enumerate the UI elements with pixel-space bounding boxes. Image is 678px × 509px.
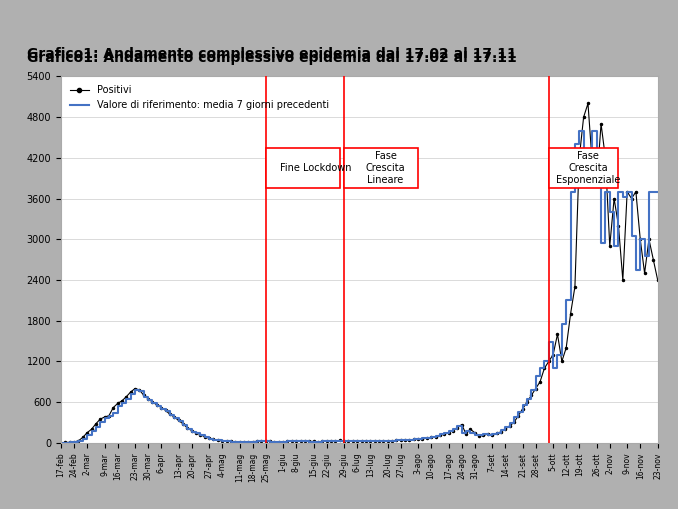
Valore di riferimento: media 7 giorni precedenti: (50, 17): media 7 giorni precedenti: (50, 17)	[275, 439, 283, 445]
Legend: Positivi, Valore di riferimento: media 7 giorni precedenti: Positivi, Valore di riferimento: media 7…	[66, 81, 333, 114]
Positivi	[645, 236, 653, 242]
Positivi	[275, 439, 283, 445]
Valore di riferimento: media 7 giorni precedenti: (135, 3.7e+03): media 7 giorni precedenti: (135, 3.7e+03…	[645, 189, 653, 195]
Text: Fine Lockdown: Fine Lockdown	[280, 163, 351, 173]
Positivi	[562, 345, 570, 351]
Positivi	[584, 100, 592, 106]
Text: Fase
Crescita
Lineare: Fase Crescita Lineare	[365, 151, 405, 185]
Positivi	[654, 277, 662, 283]
FancyBboxPatch shape	[266, 148, 340, 188]
Valore di riferimento: media 7 giorni precedenti: (137, 3.7e+03): media 7 giorni precedenti: (137, 3.7e+03…	[654, 189, 662, 195]
Valore di riferimento: media 7 giorni precedenti: (116, 2.1e+03): media 7 giorni precedenti: (116, 2.1e+03…	[562, 297, 570, 303]
Positivi	[397, 437, 405, 443]
Valore di riferimento: media 7 giorni precedenti: (119, 4.6e+03): media 7 giorni precedenti: (119, 4.6e+03…	[575, 128, 583, 134]
Positivi	[292, 438, 300, 444]
Valore di riferimento: media 7 giorni precedenti: (0, 2): media 7 giorni precedenti: (0, 2)	[57, 440, 65, 446]
FancyBboxPatch shape	[344, 148, 418, 188]
Line: Positivi: Positivi	[60, 102, 659, 444]
Valore di riferimento: media 7 giorni precedenti: (78, 38): media 7 giorni precedenti: (78, 38)	[397, 437, 405, 443]
Positivi	[57, 440, 65, 446]
Text: Fase
Crescita
Esponenziale: Fase Crescita Esponenziale	[556, 151, 620, 185]
Positivi	[483, 431, 492, 437]
Line: Valore di riferimento: media 7 giorni precedenti: Valore di riferimento: media 7 giorni pr…	[61, 131, 658, 443]
Valore di riferimento: media 7 giorni precedenti: (98, 118): media 7 giorni precedenti: (98, 118)	[483, 432, 492, 438]
FancyBboxPatch shape	[549, 148, 618, 188]
Text: Grafico1: Andamento complessivo epidemia dal 17.02 al 17.11: Grafico1: Andamento complessivo epidemia…	[26, 51, 517, 65]
Text: Grafico1: Andamento complessivo epidemia dal 17.02 al 17.11: Grafico1: Andamento complessivo epidemia…	[27, 47, 517, 61]
Valore di riferimento: media 7 giorni precedenti: (54, 26): media 7 giorni precedenti: (54, 26)	[292, 438, 300, 444]
